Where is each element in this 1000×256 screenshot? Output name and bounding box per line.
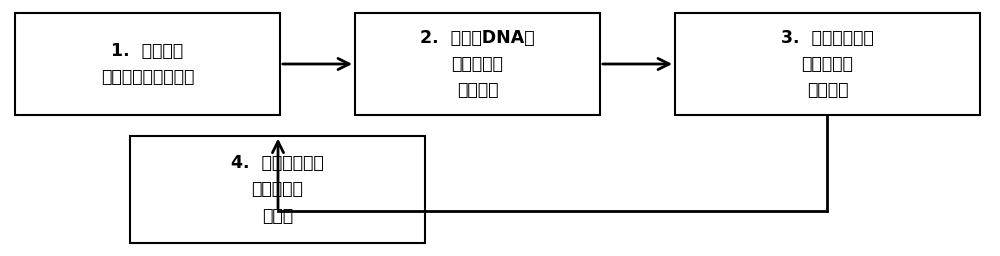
- Bar: [675, 13, 980, 115]
- Text: 4.  基于智能手机
的信号处理
及显示: 4. 基于智能手机 的信号处理 及显示: [231, 154, 324, 225]
- Text: 3.  光学、机械、
电学或其他
信号传导: 3. 光学、机械、 电学或其他 信号传导: [781, 29, 874, 99]
- Text: 1.  样本收集
（通过手指点刺等）: 1. 样本收集 （通过手指点刺等）: [101, 42, 194, 86]
- Bar: [355, 13, 600, 115]
- Text: 2.  抗体、DNA、
适体、酶或
其他识别: 2. 抗体、DNA、 适体、酶或 其他识别: [420, 29, 535, 99]
- Bar: [130, 136, 425, 243]
- Bar: [15, 13, 280, 115]
